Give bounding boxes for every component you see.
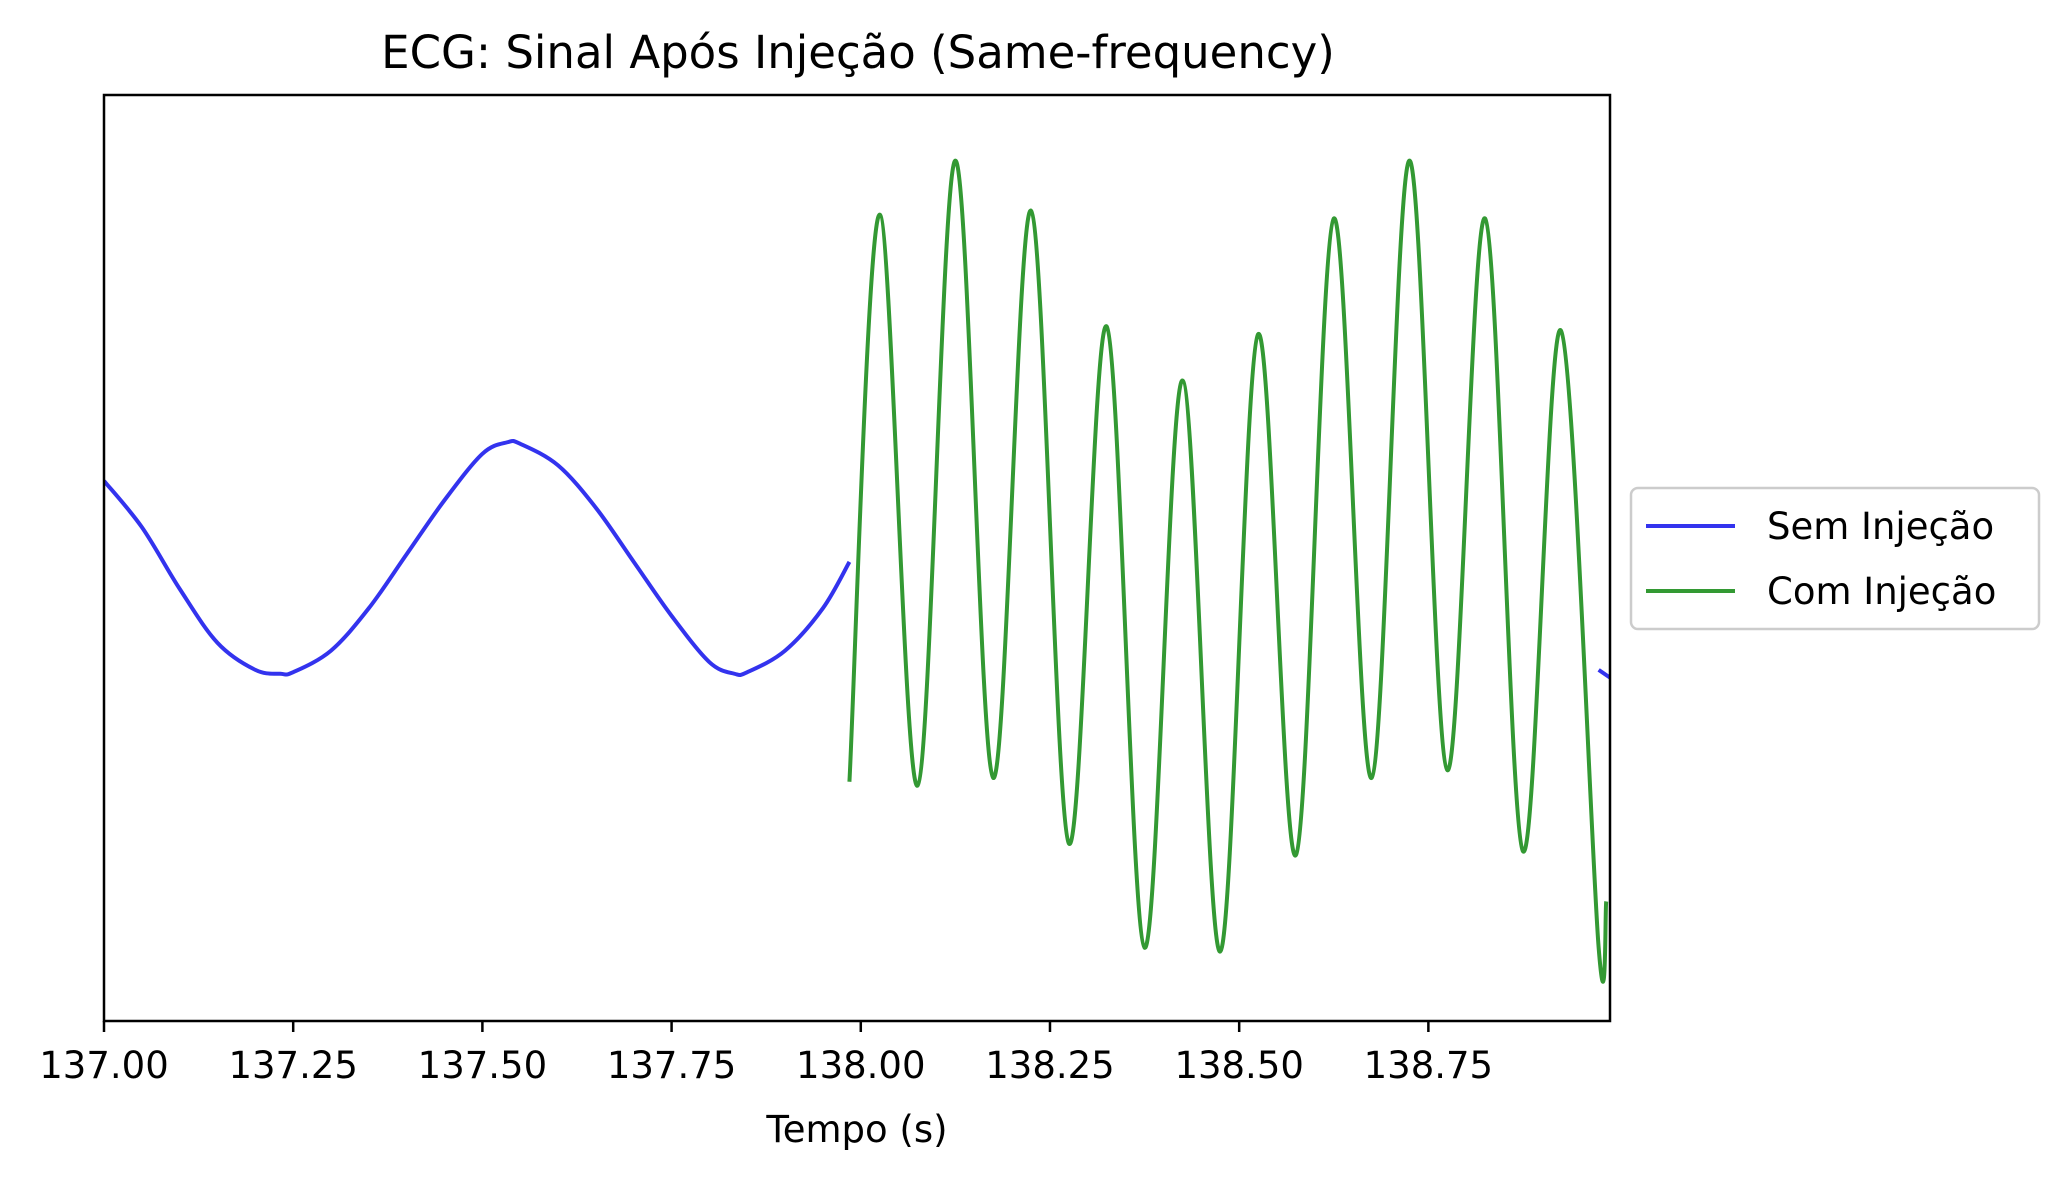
legend: Sem Injeção Com Injeção [1629,486,2041,631]
x-axis-ticks: 137.00 137.25 137.50 137.75 138.00 138.25 138.… [39,1021,1493,1087]
plot-frame [102,93,1612,1023]
x-axis-label: Tempo (s) [765,1108,947,1151]
x-tick-label: 138.50 [1174,1044,1303,1087]
x-tick-label: 137.75 [607,1044,736,1087]
series-line-sem-injecao-segment-0 [104,438,852,678]
x-tick-label: 138.25 [985,1044,1114,1087]
series-line-com-injecao-segment-0 [847,158,1609,984]
x-tick-label: 137.50 [418,1044,547,1087]
chart-title: ECG: Sinal Após Injeção (Same-frequency) [381,26,1335,79]
x-tick-label: 137.00 [39,1044,168,1087]
x-tick-label: 138.75 [1364,1044,1493,1087]
x-tick-label: 137.25 [228,1044,357,1087]
legend-label-com-injecao: Com Injeção [1767,570,1996,613]
legend-box [1629,486,2041,631]
legend-label-sem-injecao: Sem Injeção [1767,505,1994,548]
x-tick-label: 138.00 [796,1044,925,1087]
